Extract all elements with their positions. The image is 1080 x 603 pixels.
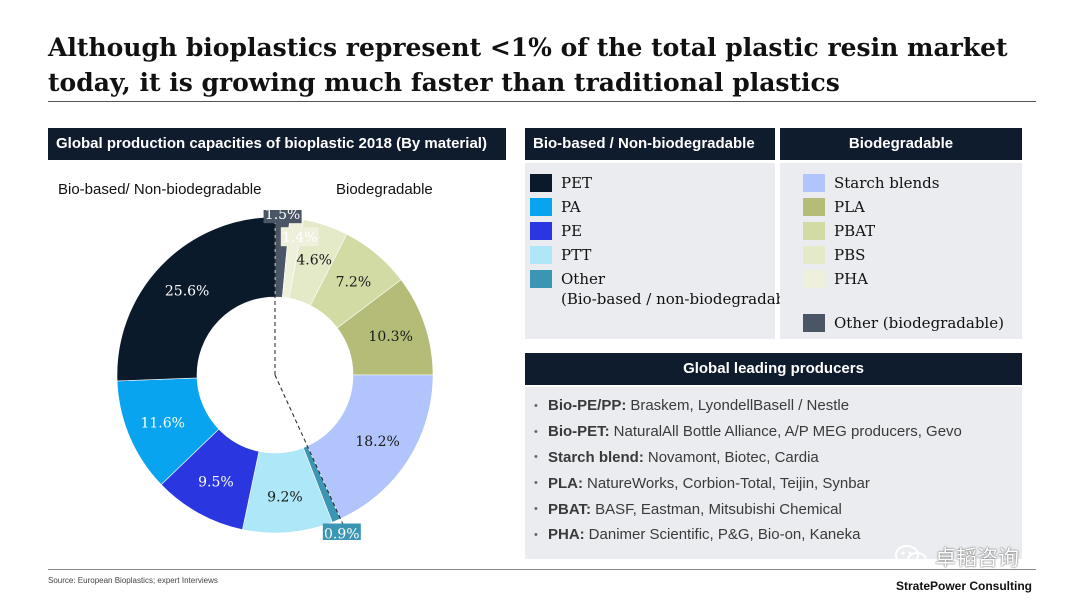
- producer-category: PBAT:: [548, 500, 592, 518]
- legend-right-item: PBAT: [803, 221, 875, 241]
- data-label-pa: 11.6%: [140, 416, 184, 432]
- producer-item: • Bio-PET: NaturalAll Bottle Alliance, A/P…: [534, 419, 1014, 445]
- legend-left-item: PE: [530, 221, 582, 241]
- legend-right-label: Other (biodegradable): [834, 314, 1004, 332]
- legend-right-label: PBS: [834, 246, 866, 264]
- legend-right-item: Starch blends: [803, 173, 939, 193]
- right-group-label: Biodegradable: [336, 181, 433, 198]
- page-title: Although bioplastics represent <1% of th…: [48, 33, 1008, 97]
- producer-category: Bio-PET:: [548, 423, 610, 441]
- left-group-label: Bio-based/ Non-biodegradable: [58, 181, 262, 198]
- group-separator-line: [274, 374, 344, 525]
- legend-right-item: PLA: [803, 197, 865, 217]
- data-label-pe: 9.5%: [198, 475, 234, 491]
- label-box-pha: [280, 227, 319, 247]
- legend-left-item: PET: [530, 173, 592, 193]
- bullet-icon: •: [534, 528, 538, 541]
- title-divider: [48, 101, 1036, 102]
- legend-right-item: Other (biodegradable): [803, 313, 1004, 333]
- legend-left-swatch: [530, 198, 552, 216]
- bullet-icon: •: [534, 425, 538, 438]
- legend-left-panel: [525, 163, 775, 339]
- bullet-icon: •: [534, 503, 538, 516]
- legend-right-label: Starch blends: [834, 174, 940, 192]
- legend-right-label: PHA: [834, 270, 869, 288]
- watermark-text: 卓韬咨询: [935, 547, 1019, 570]
- bullet-icon: •: [534, 451, 538, 464]
- producer-item: • PHA: Danimer Scientific, P&G, Bio-on, Ka…: [534, 522, 1014, 548]
- legend-left-item: PTT: [530, 245, 591, 265]
- legend-left-item: PA: [530, 197, 581, 217]
- slice-starch-blends: [306, 374, 434, 520]
- producers-header: Global leading producers: [525, 353, 1022, 385]
- producer-item: • PBAT: BASF, Eastman, Mitsubishi Chemical: [534, 496, 1014, 522]
- legend-right-swatch: [803, 222, 825, 240]
- legend-right-swatch: [803, 270, 825, 288]
- data-label-starch-blends: 18.2%: [355, 434, 399, 450]
- data-label-pha: 1.4%: [282, 230, 318, 246]
- label-box-other-bio-based-non-biodegradable: [322, 523, 361, 540]
- legend-right-header: Biodegradable: [780, 128, 1022, 160]
- legend-left-label: Other: [561, 270, 606, 288]
- producer-item: • Bio-PE/PP: Braskem, LyondellBasell / Nes…: [534, 393, 1014, 419]
- wechat-icon: [895, 545, 927, 568]
- data-label-other-bio-based-non-biodegradable: 0.9%: [324, 526, 360, 540]
- producer-names: BASF, Eastman, Mitsubishi Chemical: [595, 500, 842, 518]
- legend-left-swatch: [530, 174, 552, 192]
- legend-left-header: Bio-based / Non-biodegradable: [525, 128, 775, 160]
- bullet-icon: •: [534, 477, 538, 490]
- donut-chart: 1.5% 1.4% 4.6%7.2% 10.3% 18.2% 0.9% 9.2% 9.5% 11…: [116, 210, 434, 540]
- legend-right-swatch: [803, 198, 825, 216]
- data-label-other-biodegradable: 1.5%: [265, 210, 301, 223]
- legend-right-item: PBS: [803, 245, 865, 265]
- producer-names: Braskem, LyondellBasell / Nestle: [630, 397, 850, 415]
- bullet-icon: •: [534, 399, 538, 412]
- legend-right-label: PLA: [834, 198, 865, 216]
- legend-right-swatch: [803, 174, 825, 192]
- data-label-pet: 25.6%: [165, 283, 209, 299]
- watermark: 卓韬咨询: [893, 542, 1019, 572]
- footer-divider: [48, 569, 1036, 570]
- legend-right-item: PHA: [803, 269, 868, 289]
- brand-name: StratePower Consulting: [895, 579, 1032, 593]
- legend-right-swatch: [803, 314, 825, 332]
- producer-item: • Starch blend: Novamont, Biotec, Cardia: [534, 445, 1014, 471]
- data-label-pbs: 4.6%: [296, 252, 332, 268]
- producer-category: Bio-PE/PP:: [548, 397, 627, 415]
- legend-left-swatch: [530, 246, 552, 264]
- data-label-ptt: 9.2%: [267, 490, 303, 506]
- legend-right-label: PBAT: [834, 222, 876, 240]
- producer-names: NatureWorks, Corbion-Total, Teijin, Synb…: [587, 474, 870, 492]
- producer-category: Starch blend:: [548, 448, 644, 466]
- legend-left-swatch: [530, 222, 552, 240]
- legend-left-label: PTT: [561, 246, 592, 264]
- legend-left-label: PA: [561, 198, 581, 216]
- legend-left-label: PET: [561, 174, 593, 192]
- producers-list: • Bio-PE/PP: Braskem, LyondellBasell / Nes…: [534, 393, 1014, 548]
- producer-names: Danimer Scientific, P&G, Bio-on, Kaneka: [588, 526, 861, 544]
- producers-panel: [525, 387, 1022, 559]
- legend-left-item: Other: [530, 269, 605, 289]
- slice-pet: [116, 216, 276, 382]
- data-label-pla: 10.3%: [368, 329, 412, 345]
- producer-item: • PLA: NatureWorks, Corbion-Total, Teijin,…: [534, 470, 1014, 496]
- data-label-pbat: 7.2%: [336, 274, 372, 290]
- source-note: Source: European Bioplastics; expert Int…: [48, 576, 218, 585]
- producer-names: NaturalAll Bottle Alliance, A/P MEG prod…: [613, 423, 962, 441]
- label-box-other-biodegradable: [263, 210, 302, 224]
- producer-category: PHA:: [548, 526, 585, 544]
- legend-other-sub: (Bio-based / non-biodegradable): [561, 290, 805, 308]
- producer-category: PLA:: [548, 474, 583, 492]
- legend-right-swatch: [803, 246, 825, 264]
- chart-panel-header: Global production capacities of bioplast…: [48, 128, 506, 160]
- producer-names: Novamont, Biotec, Cardia: [647, 448, 819, 466]
- legend-left-swatch: [530, 270, 552, 288]
- legend-left-label: PE: [561, 222, 583, 240]
